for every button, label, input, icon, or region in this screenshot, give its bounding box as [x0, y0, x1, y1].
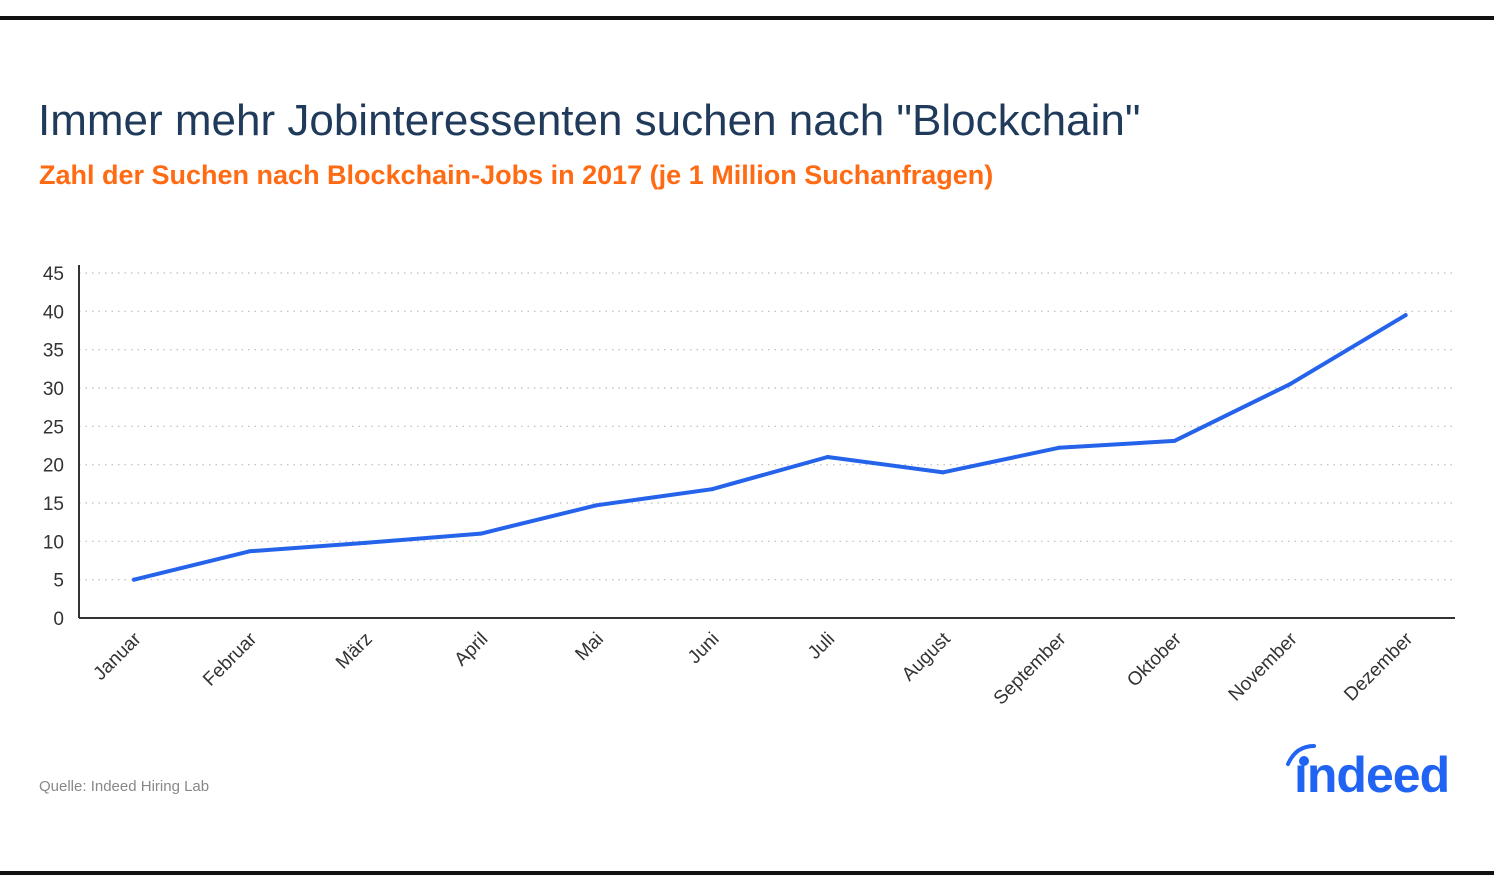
x-tick-label: März [332, 629, 377, 674]
series-line [132, 313, 1408, 582]
x-tick-label: September [990, 628, 1071, 709]
data-point [825, 455, 830, 459]
chart-title: Immer mehr Jobinteressenten suchen nach … [38, 96, 1141, 145]
data-point [941, 470, 946, 475]
data-point [478, 531, 483, 536]
x-tick-label: Juli [804, 629, 839, 664]
x-tick-label: Juni [684, 629, 723, 668]
x-tick-label: Februar [199, 628, 261, 690]
y-tick-label: 20 [43, 456, 64, 477]
indeed-logo: ındeed [1286, 744, 1450, 802]
source-note: Quelle: Indeed Hiring Lab [39, 778, 210, 795]
x-tick-label: Oktober [1123, 628, 1186, 691]
x-tick-label: November [1225, 628, 1302, 705]
y-tick-label: 15 [43, 494, 64, 515]
x-tick-label: Mai [571, 629, 608, 666]
data-point [594, 503, 599, 508]
x-tick-label: Januar [90, 628, 146, 684]
y-tick-label: 25 [43, 417, 64, 438]
bottom-border [0, 871, 1494, 875]
data-point [1172, 438, 1177, 443]
x-tick-label: Dezember [1340, 628, 1417, 705]
data-point [1288, 382, 1292, 387]
y-tick-label: 10 [43, 532, 64, 553]
data-point [247, 549, 252, 554]
top-border [0, 16, 1494, 20]
data-point [710, 487, 714, 492]
chart-subtitle: Zahl der Suchen nach Blockchain-Jobs in … [39, 160, 994, 190]
y-tick-label: 5 [53, 571, 64, 592]
data-point [1403, 313, 1408, 318]
y-tick-label: 0 [53, 609, 64, 630]
x-tick-label: April [451, 629, 493, 671]
x-tick-label: August [898, 628, 955, 685]
data-point [363, 540, 368, 545]
y-tick-label: 40 [43, 302, 64, 323]
y-tick-label: 45 [43, 264, 64, 285]
y-tick-label: 35 [43, 341, 64, 362]
data-point [132, 577, 136, 582]
data-point [1056, 445, 1061, 450]
svg-text:ındeed: ındeed [1294, 747, 1449, 802]
y-tick-label: 30 [43, 379, 64, 400]
